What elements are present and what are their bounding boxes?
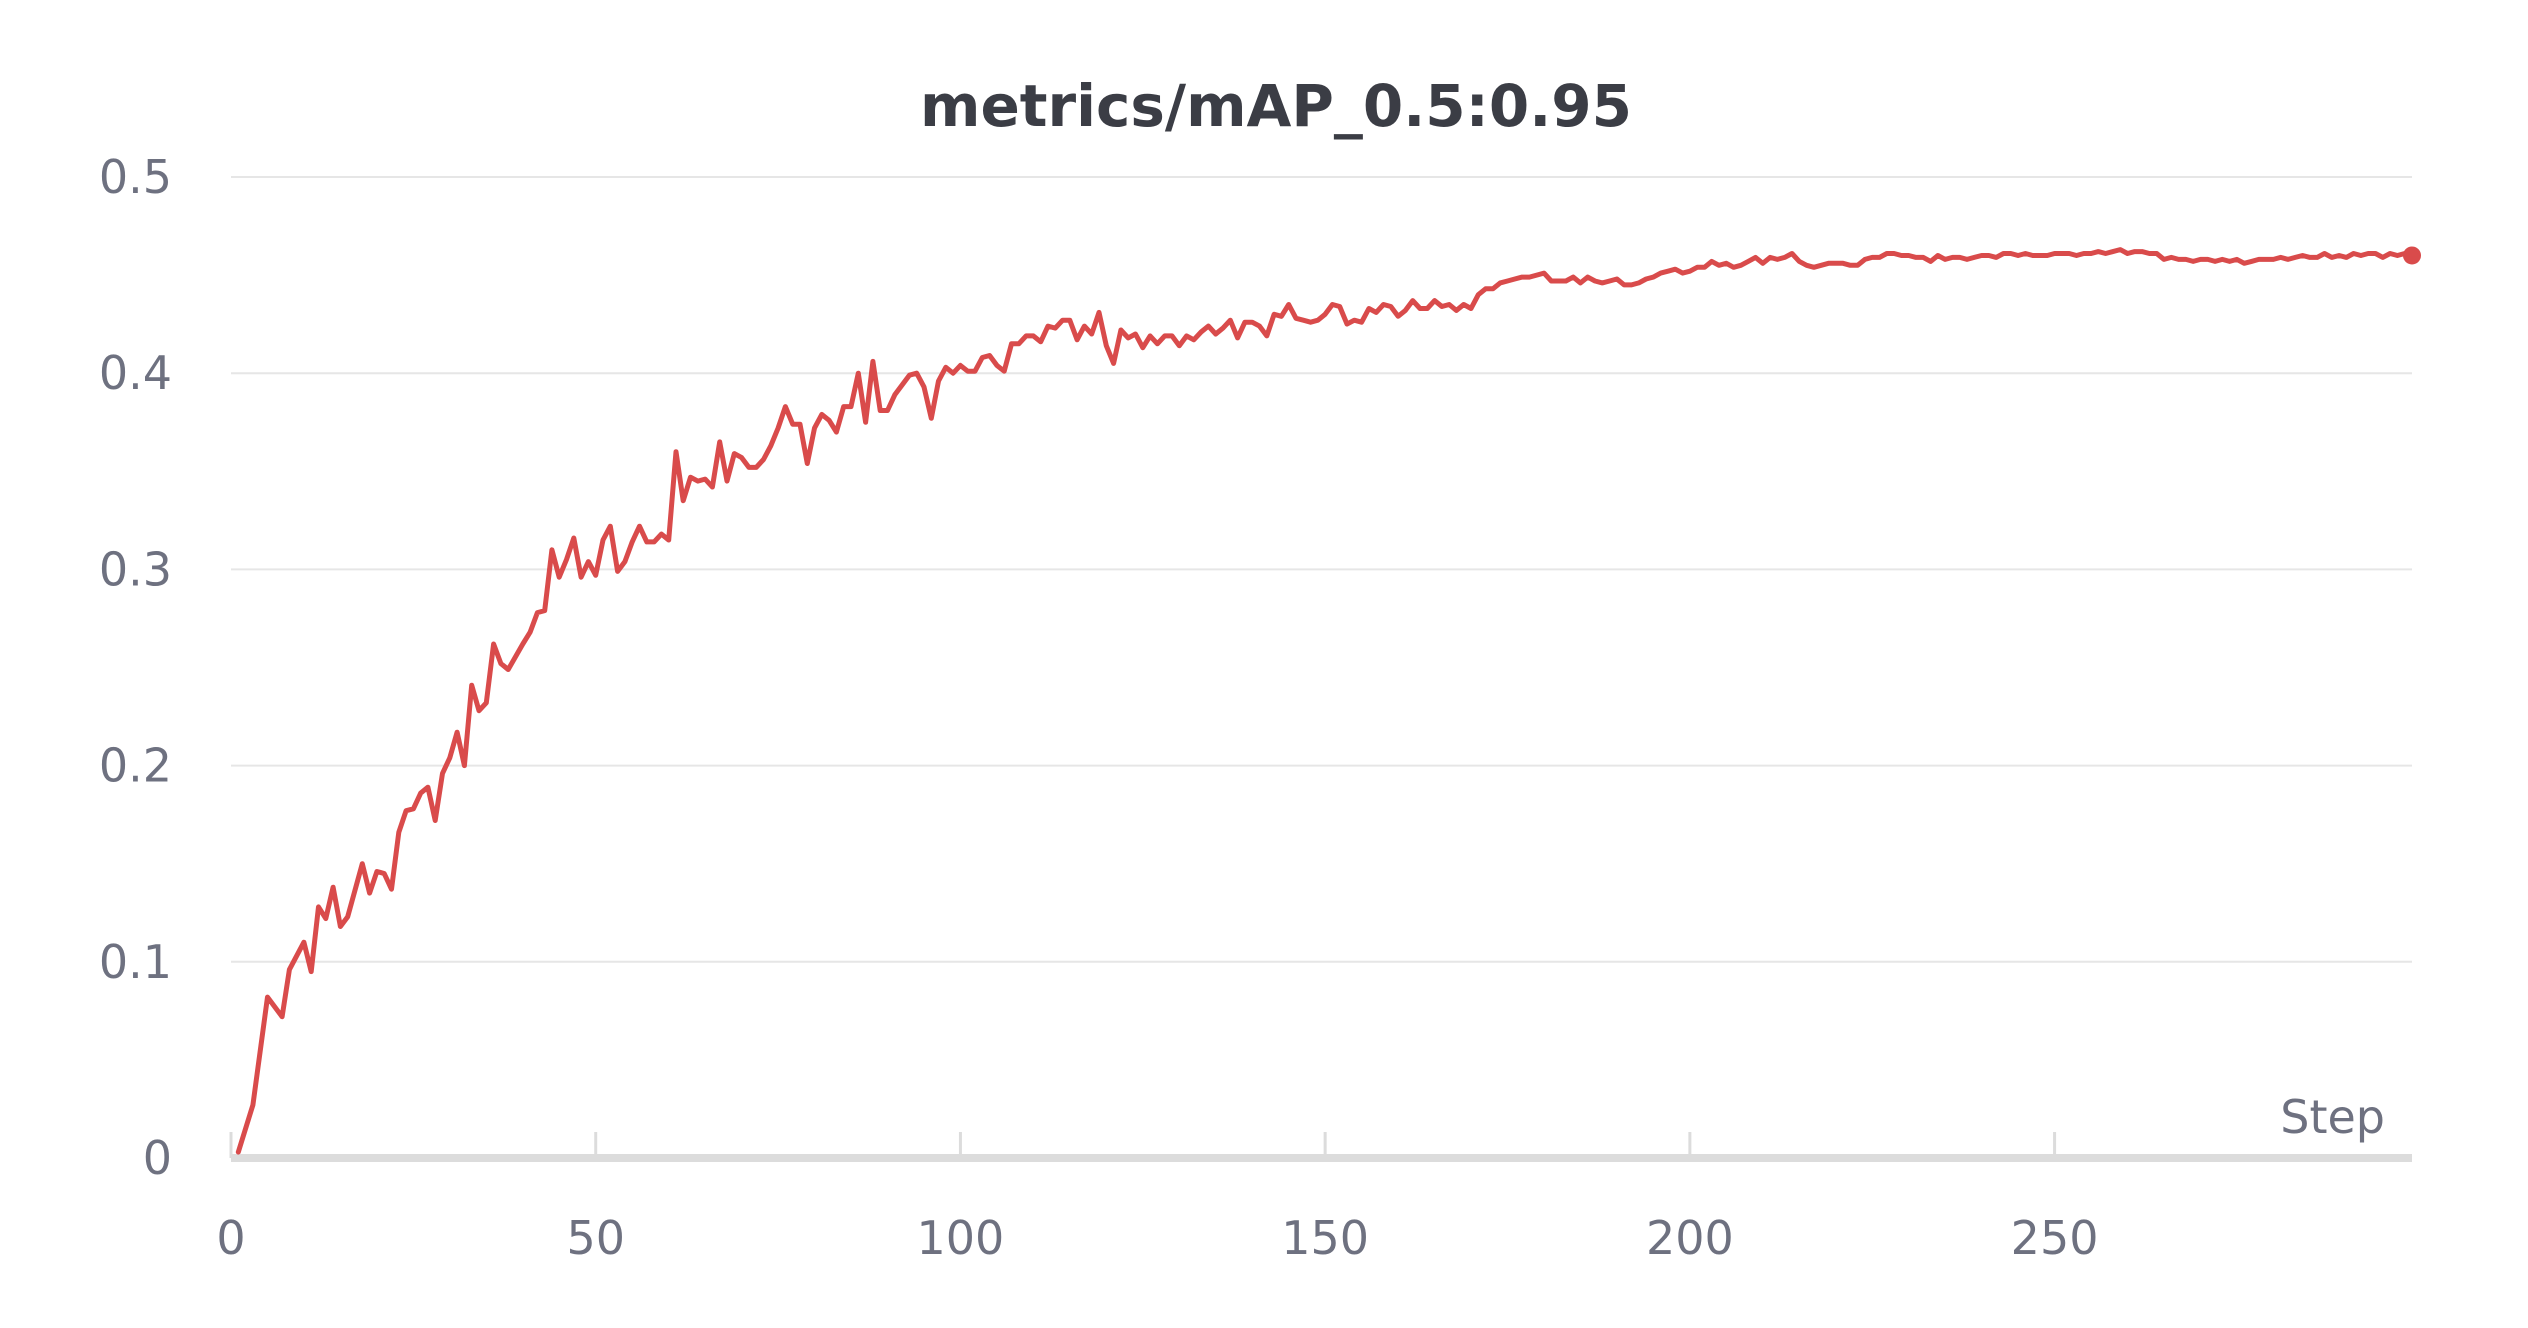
x-axis-label: Step: [2280, 1090, 2385, 1144]
y-tick-label: 0.4: [99, 346, 172, 400]
x-tick-label: 150: [1281, 1211, 1369, 1265]
y-tick-label: 0.2: [99, 739, 172, 793]
y-tick-label: 0.3: [99, 542, 172, 596]
x-tick-label: 250: [2011, 1211, 2099, 1265]
y-axis-ticks: 0 0.1 0.2 0.3 0.4 0.5: [99, 150, 172, 1185]
x-tick-label: 50: [566, 1211, 625, 1265]
series-line: [235, 247, 2415, 1155]
series-end-point: [2403, 246, 2421, 265]
x-tick-label: 0: [216, 1211, 245, 1265]
y-tick-label: 0.5: [99, 150, 172, 204]
y-tick-label: 0: [143, 1131, 172, 1185]
x-tick-label: 100: [917, 1211, 1005, 1265]
y-tick-label: 0.1: [99, 935, 172, 989]
chart-title: metrics/mAP_0.5:0.95: [920, 72, 1632, 140]
series-group: [235, 246, 2421, 1155]
x-tick-label: 200: [1646, 1211, 1734, 1265]
x-axis-ticks: 0 50 100 150 200 250: [216, 1132, 2098, 1265]
